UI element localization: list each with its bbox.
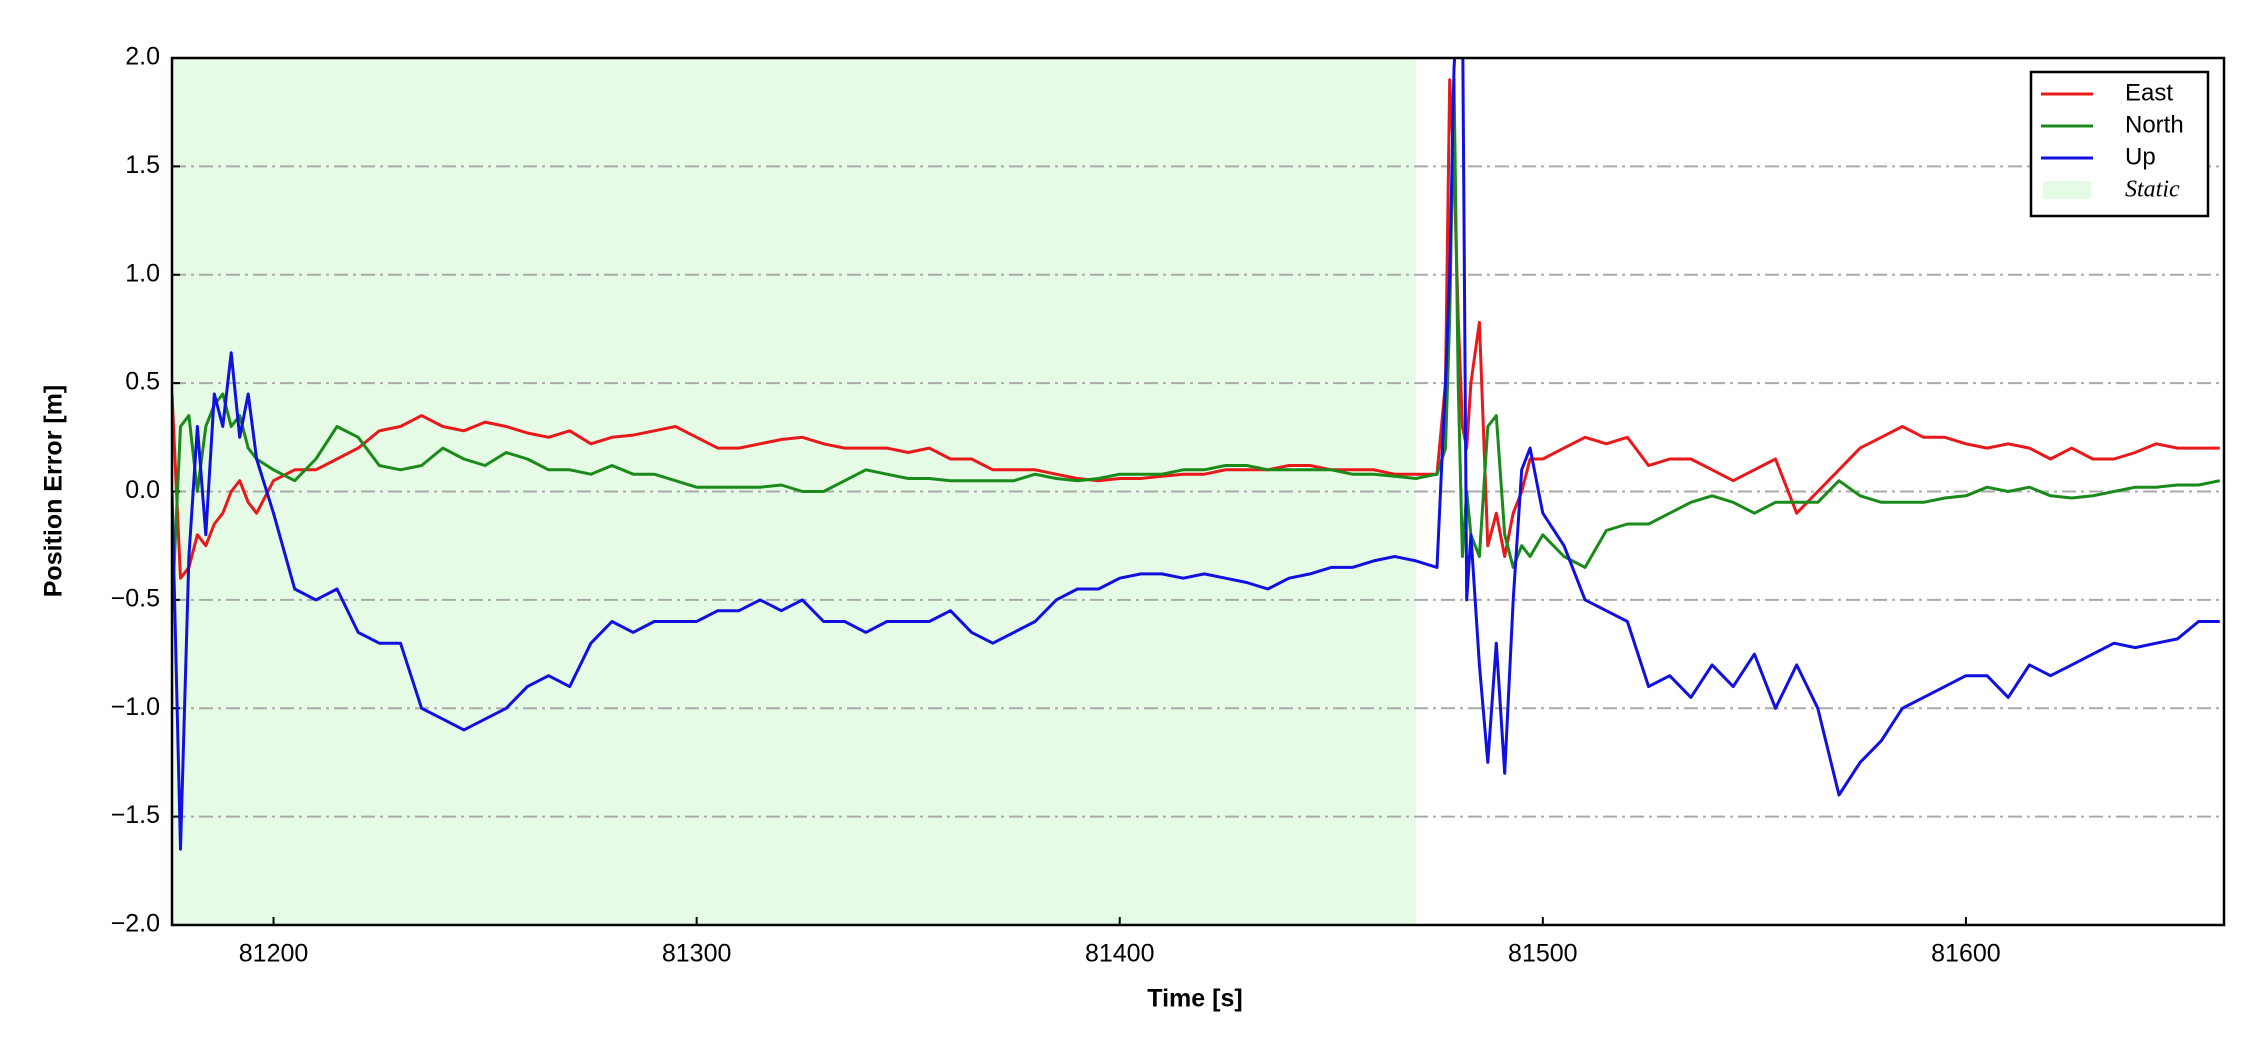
x-tick-label: 81500 xyxy=(1508,940,1578,968)
x-axis-label: Time [s] xyxy=(1147,985,1242,1013)
series-line xyxy=(172,78,2221,611)
legend-label: Static xyxy=(2125,177,2180,203)
y-tick-label: −1.0 xyxy=(111,693,160,721)
plot-frame xyxy=(170,56,2226,927)
y-tick-label: 1.5 xyxy=(125,151,160,179)
y-tick-label: 0.0 xyxy=(125,476,160,504)
y-axis-label: Position Error [m] xyxy=(40,385,68,598)
legend-label: East xyxy=(2125,79,2173,106)
plot-lines xyxy=(172,58,2221,851)
series-line xyxy=(172,58,2220,851)
y-tick-label: −1.5 xyxy=(111,801,160,829)
series-line xyxy=(172,78,2220,580)
x-tick-label: 81600 xyxy=(1931,940,2001,968)
x-tick-label: 81200 xyxy=(239,940,309,968)
x-tick-label: 81300 xyxy=(662,940,732,968)
y-tick-label: 0.5 xyxy=(125,368,160,396)
legend-label: North xyxy=(2125,111,2184,138)
x-tick-label: 81400 xyxy=(1085,940,1155,968)
y-tick-label: −0.5 xyxy=(111,584,160,612)
y-tick-label: 1.0 xyxy=(125,259,160,287)
legend: East North Up Static xyxy=(2029,70,2210,218)
y-tick-label: −2.0 xyxy=(111,910,160,938)
legend-swatch xyxy=(2043,181,2091,199)
legend-label: Up xyxy=(2125,143,2156,170)
y-tick-label: 2.0 xyxy=(125,43,160,71)
